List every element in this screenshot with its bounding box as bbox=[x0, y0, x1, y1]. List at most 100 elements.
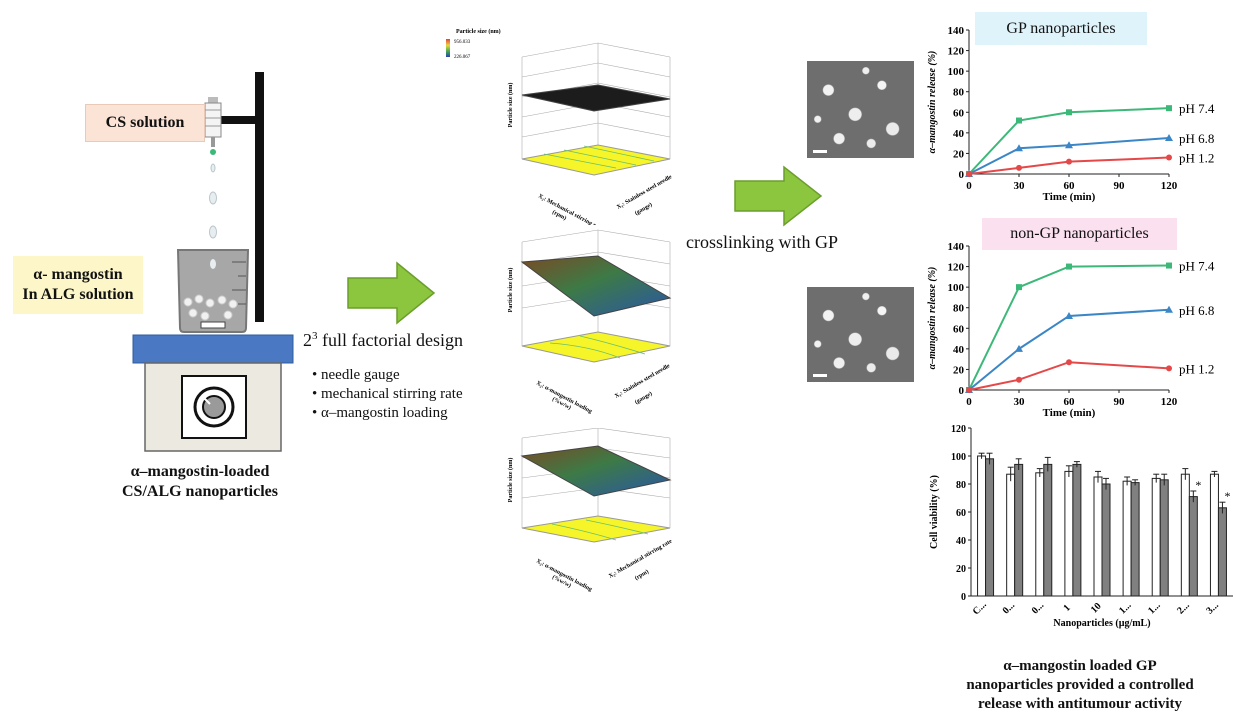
x-tick-label: 120 bbox=[1161, 396, 1178, 408]
data-point bbox=[966, 171, 972, 177]
surface-plot-3: Particle size (nm) X₃: α-mangostin loadi… bbox=[507, 428, 674, 593]
series-line bbox=[968, 264, 1170, 391]
x-tick-label: 1... bbox=[1117, 600, 1134, 617]
y-tick-label: 40 bbox=[956, 536, 966, 547]
series-line bbox=[968, 137, 1170, 175]
x-tick-label: 2... bbox=[1175, 600, 1192, 617]
x-axis-label: X₃: α-mangostin loading bbox=[535, 380, 593, 414]
x-tick-label: 10 bbox=[1089, 601, 1104, 616]
cell-viability-chart: 0 20 40 60 80 100 120 Cell viability (%) C... 0..… bbox=[929, 424, 1233, 629]
y-tick-label: 100 bbox=[948, 66, 965, 78]
y-tick-label: 120 bbox=[951, 424, 966, 435]
alg-label-line1: α- mangostin bbox=[33, 266, 123, 283]
x-tick-label: 60 bbox=[1064, 180, 1076, 192]
factor-item: • α–mangostin loading bbox=[312, 405, 448, 421]
design-title-sup: 3 bbox=[312, 330, 318, 342]
x-tick-label: C... bbox=[971, 599, 990, 618]
left-caption-line2: CS/ALG nanoparticles bbox=[121, 483, 278, 500]
x-tick-label: 90 bbox=[1114, 396, 1126, 408]
x-axis-label: X₃: α-mangostin loading bbox=[535, 558, 593, 592]
data-point bbox=[1016, 284, 1022, 291]
y-tick-label: 100 bbox=[948, 282, 965, 294]
series-line bbox=[968, 361, 1170, 391]
x-tick-label: 0... bbox=[1001, 600, 1018, 617]
bar bbox=[1217, 507, 1227, 597]
response-surface bbox=[520, 255, 672, 317]
y-tick-label: 60 bbox=[953, 323, 965, 335]
factor-list: • needle gauge • mechanical stirring rat… bbox=[312, 366, 463, 423]
x-axis-label: Time (min) bbox=[1043, 191, 1096, 203]
series-label: pH 7.4 bbox=[1179, 101, 1215, 116]
y-tick-label: 0 bbox=[959, 385, 965, 397]
x-tick-label: 0... bbox=[1030, 600, 1047, 617]
x-tick-label: 3... bbox=[1204, 600, 1221, 617]
beaker-icon bbox=[176, 249, 250, 333]
bar bbox=[1064, 470, 1074, 597]
final-caption: α–mangostin loaded GP nanoparticles prov… bbox=[930, 657, 1230, 714]
bar bbox=[1093, 476, 1103, 597]
bar bbox=[977, 455, 987, 597]
y-tick-label: 140 bbox=[948, 25, 965, 37]
bar bbox=[1188, 496, 1198, 597]
response-surface bbox=[521, 84, 671, 112]
scale-bar bbox=[813, 374, 827, 377]
y-tick-label: 80 bbox=[953, 303, 965, 315]
legend-title: Particle size (nm) bbox=[456, 28, 501, 35]
y-tick-label: 20 bbox=[953, 148, 965, 160]
droplets-icon bbox=[209, 163, 217, 239]
alg-label-line2: In ALG solution bbox=[22, 286, 134, 303]
data-point bbox=[1165, 305, 1173, 313]
left-caption: α–mangostin-loaded CS/ALG nanoparticles bbox=[80, 462, 320, 502]
significance-mark: * bbox=[1195, 478, 1201, 492]
data-point bbox=[1066, 158, 1072, 165]
series-line bbox=[968, 107, 1170, 175]
x-tick-label: 1... bbox=[1146, 600, 1163, 617]
y-tick-label: 80 bbox=[953, 87, 965, 99]
y-tick-label: 80 bbox=[956, 480, 966, 491]
data-point bbox=[1016, 117, 1022, 124]
left-caption-line1: α–mangostin-loaded bbox=[130, 463, 270, 480]
data-point bbox=[1066, 263, 1072, 270]
x-tick-label: 0 bbox=[966, 180, 972, 192]
bar bbox=[1130, 482, 1140, 597]
y-axis-unit: (gauge) bbox=[634, 390, 654, 406]
z-axis-label: Particle size (nm) bbox=[507, 83, 514, 128]
series-label: pH 7.4 bbox=[1179, 259, 1215, 274]
stirrer-knob-icon bbox=[193, 386, 235, 428]
series-label: pH 1.2 bbox=[1179, 151, 1214, 166]
contour-floor bbox=[521, 331, 671, 363]
factor-item: • needle gauge bbox=[312, 367, 400, 383]
series-label: pH 6.8 bbox=[1179, 131, 1214, 146]
x-axis-label: Nanoparticles (µg/mL) bbox=[1053, 618, 1150, 629]
y-tick-label: 20 bbox=[956, 564, 966, 575]
x-tick-label: 0 bbox=[966, 396, 972, 408]
non-gp-title: non-GP nanoparticles bbox=[982, 218, 1177, 250]
y-tick-label: 60 bbox=[956, 508, 966, 519]
cs-solution-label: CS solution bbox=[85, 104, 205, 142]
contour-floor bbox=[521, 144, 671, 176]
legend-min: 226.067 bbox=[454, 55, 471, 60]
surface-plot-2: Particle size (nm) X₃: α-mangostin loadi… bbox=[507, 229, 672, 415]
apparatus-illustration bbox=[132, 72, 294, 452]
y-tick-label: 100 bbox=[951, 452, 966, 463]
series-label: pH 1.2 bbox=[1179, 361, 1214, 376]
factor-item: • mechanical stirring rate bbox=[312, 386, 463, 402]
bar bbox=[1101, 483, 1111, 597]
legend-max: 956.033 bbox=[454, 40, 471, 45]
y-tick-label: 40 bbox=[953, 344, 965, 356]
x-tick-label: 30 bbox=[1014, 396, 1026, 408]
x-tick-label: 90 bbox=[1114, 180, 1126, 192]
surface-plot-1: Particle size (nm) 956.033 226.067 Parti… bbox=[446, 28, 674, 225]
final-caption-line: α–mangostin loaded GP bbox=[1003, 658, 1157, 674]
significance-mark: * bbox=[1224, 489, 1230, 503]
tem-image-non-gp bbox=[807, 287, 914, 382]
data-point bbox=[1066, 109, 1072, 116]
legend-colorbar bbox=[446, 39, 450, 57]
x-tick-label: 30 bbox=[1014, 180, 1026, 192]
design-title-rest: full factorial design bbox=[317, 330, 463, 350]
y-axis-unit: (gauge) bbox=[634, 201, 654, 217]
bar bbox=[1043, 463, 1053, 597]
x-tick-label: 60 bbox=[1064, 396, 1076, 408]
bar bbox=[1072, 463, 1082, 597]
gp-title: GP nanoparticles bbox=[975, 12, 1147, 45]
